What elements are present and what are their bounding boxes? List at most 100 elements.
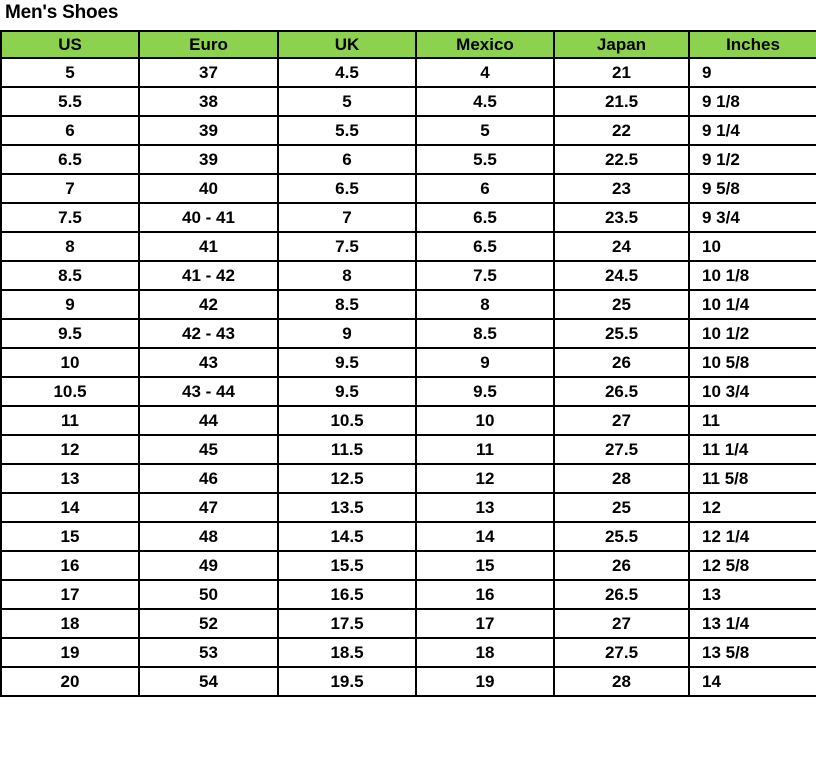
table-cell: 10 xyxy=(415,405,555,436)
table-cell: 6 xyxy=(0,115,140,146)
table-cell: 24.5 xyxy=(553,260,690,291)
table-cell: 22.5 xyxy=(553,144,690,175)
table-cell: 6.5 xyxy=(415,231,555,262)
table-cell: 12 5/8 xyxy=(688,550,816,581)
table-cell: 47 xyxy=(138,492,279,523)
table-cell: 28 xyxy=(553,463,690,494)
table-cell: 40 xyxy=(138,173,279,204)
table-cell: 10 1/4 xyxy=(688,289,816,320)
table-cell: 9 xyxy=(688,57,816,88)
table-cell: 20 xyxy=(0,666,140,697)
table-cell: 46 xyxy=(138,463,279,494)
table-cell: 11 xyxy=(0,405,140,436)
table-cell: 39 xyxy=(138,115,279,146)
table-cell: 8 xyxy=(0,231,140,262)
table-row: 8.5 41 - 42 8 7.5 24.5 10 1/8 xyxy=(0,260,816,291)
table-cell: 8 xyxy=(415,289,555,320)
table-cell: 10 xyxy=(688,231,816,262)
table-cell: 6 xyxy=(415,173,555,204)
table-cell: 43 xyxy=(138,347,279,378)
table-cell: 37 xyxy=(138,57,279,88)
table-cell: 12 xyxy=(688,492,816,523)
column-header-japan: Japan xyxy=(553,30,690,59)
table-cell: 27.5 xyxy=(553,434,690,465)
table-row: 6 39 5.5 5 22 9 1/4 xyxy=(0,115,816,146)
table-cell: 5.5 xyxy=(415,144,555,175)
table-cell: 26 xyxy=(553,550,690,581)
table-cell: 54 xyxy=(138,666,279,697)
table-cell: 43 - 44 xyxy=(138,376,279,407)
table-cell: 14 xyxy=(415,521,555,552)
table-cell: 38 xyxy=(138,86,279,117)
table-cell: 9 5/8 xyxy=(688,173,816,204)
table-cell: 22 xyxy=(553,115,690,146)
table-cell: 9 1/2 xyxy=(688,144,816,175)
table-cell: 12 xyxy=(415,463,555,494)
table-cell: 10 1/2 xyxy=(688,318,816,349)
table-cell: 9 1/4 xyxy=(688,115,816,146)
table-row: 8 41 7.5 6.5 24 10 xyxy=(0,231,816,262)
table-cell: 26.5 xyxy=(553,579,690,610)
table-cell: 13 xyxy=(0,463,140,494)
table-cell: 40 - 41 xyxy=(138,202,279,233)
table-body: 5 37 4.5 4 21 9 5.5 38 5 4.5 21.5 9 1/8 6 39 5.5 5 22 9 1… xyxy=(0,57,816,697)
table-row: 5.5 38 5 4.5 21.5 9 1/8 xyxy=(0,86,816,117)
table-cell: 10.5 xyxy=(0,376,140,407)
table-cell: 49 xyxy=(138,550,279,581)
table-cell: 6.5 xyxy=(415,202,555,233)
table-cell: 13 xyxy=(415,492,555,523)
table-cell: 5.5 xyxy=(277,115,417,146)
table-cell: 17.5 xyxy=(277,608,417,639)
table-cell: 24 xyxy=(553,231,690,262)
table-row: 18 52 17.5 17 27 13 1/4 xyxy=(0,608,816,639)
table-cell: 12 xyxy=(0,434,140,465)
table-cell: 41 - 42 xyxy=(138,260,279,291)
table-cell: 4.5 xyxy=(277,57,417,88)
table-cell: 9 xyxy=(415,347,555,378)
table-header-row: US Euro UK Mexico Japan Inches xyxy=(0,30,816,59)
table-cell: 9 xyxy=(0,289,140,320)
table-cell: 8.5 xyxy=(0,260,140,291)
table-cell: 25 xyxy=(553,492,690,523)
table-row: 7 40 6.5 6 23 9 5/8 xyxy=(0,173,816,204)
table-cell: 6.5 xyxy=(277,173,417,204)
column-header-mexico: Mexico xyxy=(415,30,555,59)
table-cell: 27 xyxy=(553,608,690,639)
table-cell: 21 xyxy=(553,57,690,88)
table-cell: 7.5 xyxy=(0,202,140,233)
column-header-uk: UK xyxy=(277,30,417,59)
table-cell: 26 xyxy=(553,347,690,378)
table-cell: 19 xyxy=(415,666,555,697)
table-cell: 27 xyxy=(553,405,690,436)
table-cell: 10 1/8 xyxy=(688,260,816,291)
table-cell: 17 xyxy=(415,608,555,639)
table-cell: 41 xyxy=(138,231,279,262)
table-cell: 44 xyxy=(138,405,279,436)
table-cell: 19.5 xyxy=(277,666,417,697)
table-cell: 45 xyxy=(138,434,279,465)
table-row: 19 53 18.5 18 27.5 13 5/8 xyxy=(0,637,816,668)
table-cell: 11.5 xyxy=(277,434,417,465)
table-cell: 9.5 xyxy=(277,376,417,407)
table-cell: 50 xyxy=(138,579,279,610)
page-title: Men's Shoes xyxy=(5,2,119,23)
table-cell: 4 xyxy=(415,57,555,88)
table-cell: 6.5 xyxy=(0,144,140,175)
table-cell: 11 5/8 xyxy=(688,463,816,494)
table-cell: 48 xyxy=(138,521,279,552)
table-cell: 7 xyxy=(277,202,417,233)
column-header-us: US xyxy=(0,30,140,59)
table-cell: 4.5 xyxy=(415,86,555,117)
table-row: 10 43 9.5 9 26 10 5/8 xyxy=(0,347,816,378)
table-cell: 7 xyxy=(0,173,140,204)
table-cell: 18 xyxy=(415,637,555,668)
table-cell: 18.5 xyxy=(277,637,417,668)
table-cell: 11 xyxy=(415,434,555,465)
table-row: 13 46 12.5 12 28 11 5/8 xyxy=(0,463,816,494)
table-cell: 7.5 xyxy=(415,260,555,291)
table-cell: 16 xyxy=(415,579,555,610)
table-cell: 42 xyxy=(138,289,279,320)
table-cell: 19 xyxy=(0,637,140,668)
table-cell: 9 xyxy=(277,318,417,349)
